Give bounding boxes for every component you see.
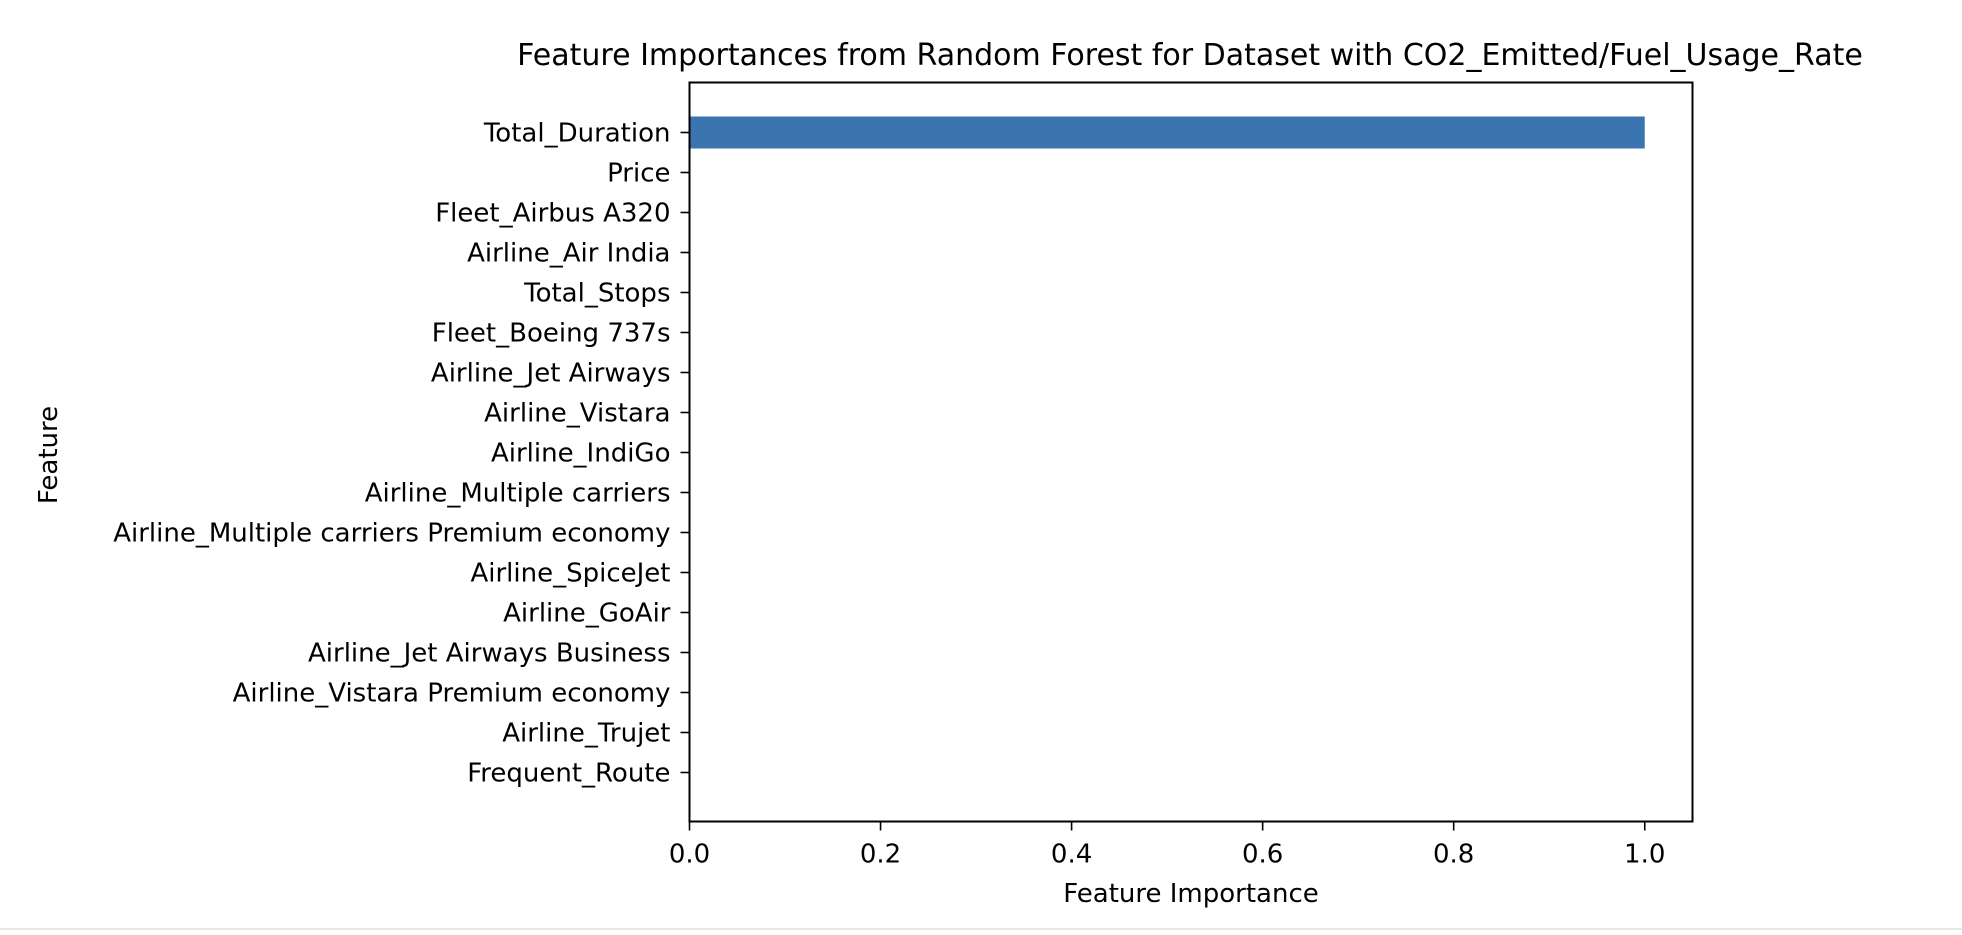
bottom-band (0, 928, 1962, 930)
y-tick-label: Total_Duration (483, 119, 671, 149)
y-tick-label: Total_Stops (523, 279, 670, 309)
y-tick-label: Airline_Trujet (502, 719, 670, 749)
x-axis-label: Feature Importance (1063, 879, 1319, 909)
x-tick-label: 0.2 (860, 840, 901, 870)
y-tick-label: Airline_Vistara (484, 399, 670, 429)
y-tick-label: Airline_Multiple carriers (365, 479, 671, 509)
y-axis-label: Feature (34, 406, 64, 504)
x-tick-label: 0.6 (1242, 840, 1283, 870)
x-tick-label: 0.4 (1051, 840, 1092, 870)
y-tick-label: Airline_Vistara Premium economy (233, 679, 671, 709)
y-tick-label: Airline_Air India (467, 239, 670, 269)
y-tick-label: Airline_Jet Airways (431, 359, 671, 389)
y-tick-label: Airline_Multiple carriers Premium econom… (113, 519, 670, 549)
x-tick-label: 1.0 (1624, 840, 1665, 870)
y-tick-label: Fleet_Airbus A320 (435, 199, 670, 229)
y-tick-label: Airline_Jet Airways Business (308, 639, 671, 669)
y-tick-label: Price (607, 159, 670, 189)
x-axis: 0.0 0.2 0.4 0.6 0.8 1.0 (669, 821, 1665, 870)
y-tick-label: Frequent_Route (467, 759, 670, 789)
x-tick-label: 0.8 (1433, 840, 1474, 870)
bars-group (689, 116, 1645, 149)
y-tick-label: Airline_GoAir (503, 599, 671, 629)
chart-title: Feature Importances from Random Forest f… (517, 38, 1863, 73)
bar-total-duration (689, 116, 1645, 149)
x-tick-label: 0.0 (669, 840, 710, 870)
y-tick-label: Airline_SpiceJet (470, 559, 670, 589)
y-axis: Total_Duration Price Fleet_Airbus A320 Airl… (113, 119, 690, 789)
y-tick-label: Fleet_Boeing 737s (432, 319, 671, 349)
y-tick-label: Airline_IndiGo (491, 439, 671, 469)
